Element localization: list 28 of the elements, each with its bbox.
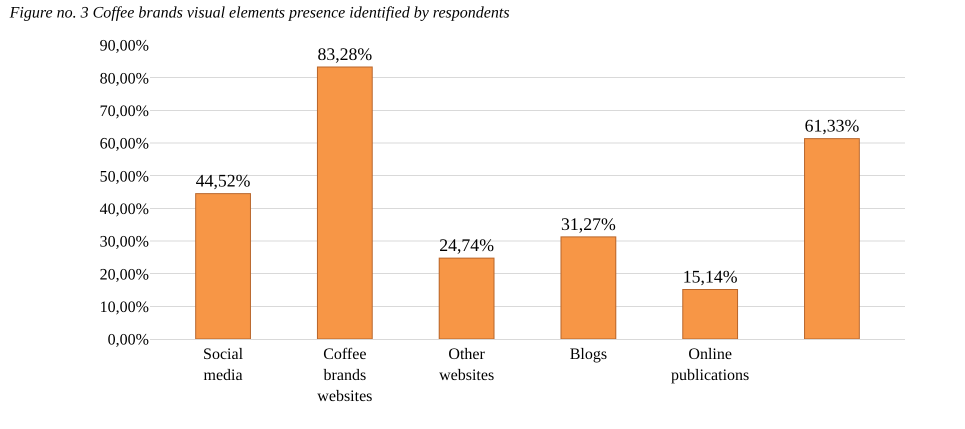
- y-tick-label: 30,00%: [100, 234, 149, 251]
- bar: [804, 138, 860, 339]
- data-label: 24,74%: [439, 235, 494, 256]
- y-tick-label: 10,00%: [100, 298, 149, 316]
- bar: [560, 236, 616, 339]
- y-tick-label: 50,00%: [100, 168, 149, 186]
- y-tick-label: 0,00%: [108, 332, 149, 349]
- data-label: 61,33%: [804, 116, 860, 136]
- y-tick-label: 80,00%: [100, 70, 149, 88]
- y-tick-label: 40,00%: [100, 200, 149, 218]
- data-label: 31,27%: [561, 214, 616, 234]
- bar: [195, 193, 251, 339]
- y-tick-label: 20,00%: [100, 266, 149, 284]
- bar: [682, 289, 738, 339]
- y-tick-label: 60,00%: [100, 136, 149, 153]
- data-label: 44,52%: [196, 170, 251, 191]
- data-label: 15,14%: [682, 266, 738, 287]
- y-tick-label: 70,00%: [100, 102, 149, 120]
- y-tick-label: 90,00%: [100, 38, 149, 55]
- bar: [316, 66, 373, 339]
- x-tick-label: Other websites: [439, 346, 494, 384]
- x-tick-label: Blogs: [570, 346, 608, 364]
- bar: [438, 258, 495, 339]
- x-tick-label: Online publications: [671, 346, 750, 384]
- x-tick-label: Social media: [203, 346, 244, 384]
- chart-title: Figure no. 3 Coffee brands visual elements presence identified by respondents: [8, 4, 510, 22]
- data-label: 83,28%: [317, 44, 372, 64]
- x-tick-label: Coffee brands websites: [317, 346, 372, 405]
